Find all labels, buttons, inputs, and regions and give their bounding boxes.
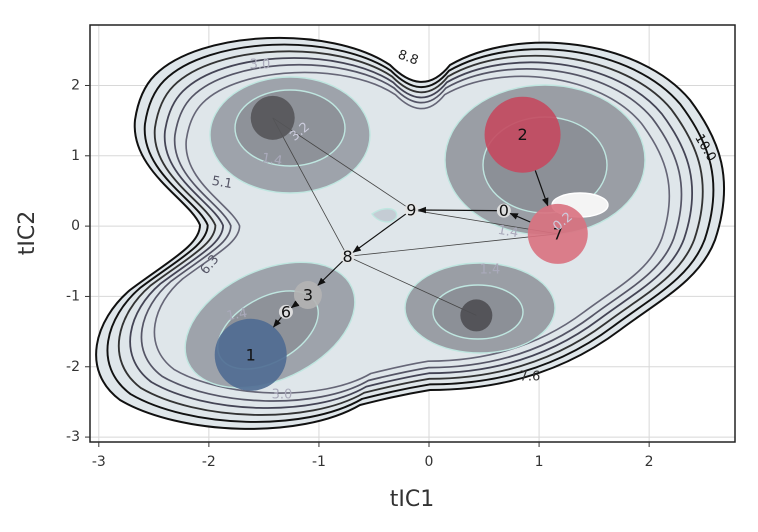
- state-node: [460, 299, 493, 332]
- state-node: [404, 202, 419, 217]
- y-axis-label: tIC2: [15, 211, 40, 255]
- y-tick-label: 2: [71, 77, 80, 93]
- transition-arrow: [417, 206, 497, 214]
- state-label: 0: [499, 201, 509, 220]
- x-tick-label: 0: [425, 454, 434, 470]
- contour-label: 8.8: [396, 47, 421, 68]
- contour-label: 5.1: [211, 174, 234, 192]
- contour-label: 7.6: [520, 370, 541, 385]
- contour-label: 1.4: [261, 151, 284, 169]
- x-axis-label: tIC1: [390, 487, 434, 512]
- y-tick-label: -2: [66, 359, 80, 375]
- state-node: [496, 203, 511, 218]
- state-node: [527, 203, 588, 264]
- state-node: [278, 304, 293, 319]
- y-tick-label: 0: [71, 218, 80, 234]
- state-label: 3: [303, 286, 313, 305]
- state-label: 9: [406, 200, 416, 219]
- y-tick-label: 1: [71, 148, 80, 164]
- contour-label: 1.4: [480, 263, 501, 278]
- contour-label: 3.0: [272, 388, 293, 403]
- state-label: 8: [342, 247, 352, 266]
- state-node: [250, 95, 295, 140]
- y-tick-label: -3: [66, 429, 80, 445]
- x-tick-label: -2: [202, 454, 216, 470]
- transition-arrow: [509, 212, 531, 223]
- x-tick-label: -3: [92, 454, 106, 470]
- transition-arrow: [534, 170, 549, 207]
- transition-arrow: [352, 213, 407, 253]
- y-tick-label: -1: [66, 288, 80, 304]
- transition-link: [272, 117, 348, 257]
- contour-label: 1.4: [226, 306, 249, 324]
- state-label: 6: [281, 302, 291, 321]
- transition-arrow: [317, 260, 343, 286]
- x-tick-label: 1: [535, 454, 544, 470]
- transition-link: [347, 255, 477, 316]
- x-tick-label: -1: [312, 454, 326, 470]
- state-label: 2: [517, 125, 527, 144]
- transition-arrow: [290, 300, 300, 309]
- state-node: [214, 318, 287, 391]
- state-node: [340, 249, 355, 264]
- plot-frame: [89, 24, 736, 443]
- x-tick-label: 2: [645, 454, 654, 470]
- transition-arrow: [273, 316, 282, 328]
- state-label: 1: [246, 345, 256, 364]
- state-label: 7: [553, 224, 563, 243]
- state-node: [484, 96, 561, 173]
- state-node: [293, 281, 322, 310]
- contour-label: 1.4: [497, 223, 520, 241]
- transition-link: [347, 233, 558, 257]
- contour-label: 3.0: [250, 58, 271, 73]
- transition-link: [272, 117, 412, 211]
